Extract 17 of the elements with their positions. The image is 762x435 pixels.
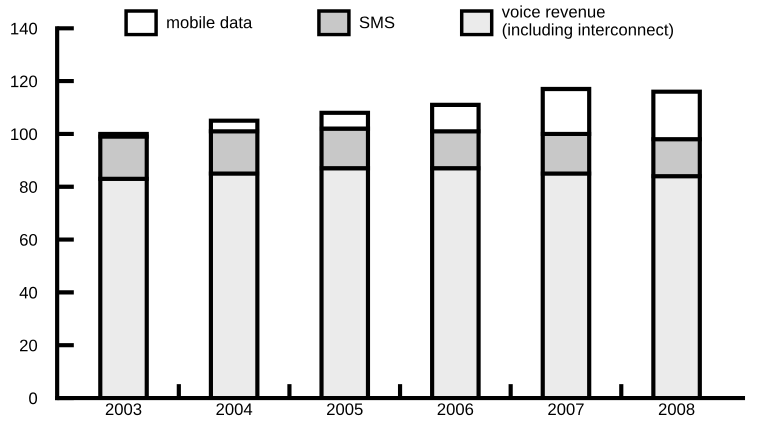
- x-tick-label: 2003: [106, 403, 142, 416]
- legend-label: voice revenue (including interconnect): [502, 5, 673, 39]
- y-tick-label: 140: [11, 22, 38, 34]
- legend-label: mobile data: [167, 16, 252, 28]
- y-tick-label: 0: [29, 392, 38, 404]
- y-tick-label: 60: [20, 234, 38, 246]
- y-tick-label: 120: [11, 75, 38, 88]
- x-tick-label: 2005: [327, 403, 363, 416]
- y-tick-label: 40: [20, 286, 38, 299]
- x-tick-label: 2004: [216, 403, 252, 416]
- x-tick-label: 2006: [438, 403, 474, 416]
- x-tick-label: 2007: [548, 403, 584, 416]
- y-tick-label: 100: [11, 128, 38, 140]
- y-tick-label: 80: [20, 181, 38, 193]
- y-tick-label: 20: [20, 340, 38, 352]
- x-tick-label: 2008: [658, 403, 694, 416]
- legend-label: SMS: [360, 16, 394, 28]
